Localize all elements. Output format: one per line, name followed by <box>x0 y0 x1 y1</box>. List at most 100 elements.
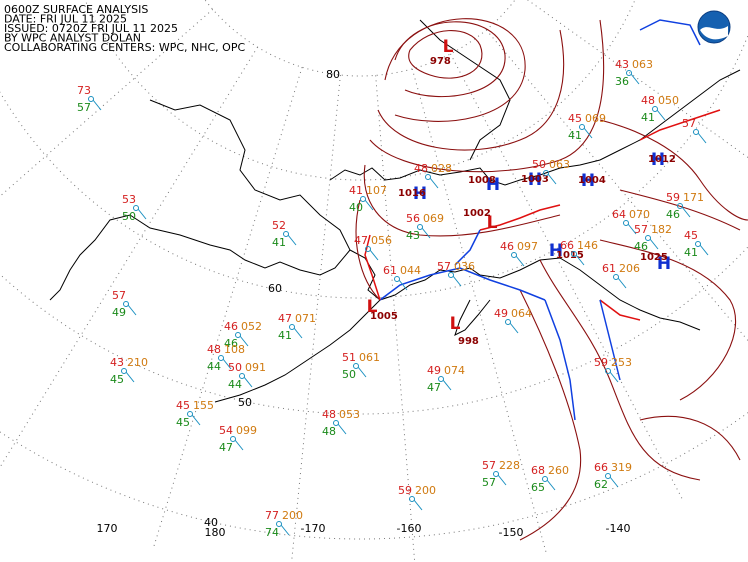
sea-level-pressure: 319 <box>611 461 632 474</box>
sea-level-pressure: 069 <box>423 212 444 225</box>
wind-barb <box>127 304 137 316</box>
grid-label: 60 <box>268 282 282 295</box>
wind-barb <box>337 423 347 435</box>
station-circle <box>425 174 431 180</box>
sea-level-pressure: 064 <box>511 307 532 320</box>
dewpoint: 65 <box>531 481 545 494</box>
dewpoint: 43 <box>406 229 420 242</box>
station-circle <box>623 220 629 226</box>
sea-level-pressure: 155 <box>193 399 214 412</box>
pressure-center-symbol: H <box>581 171 595 191</box>
sea-level-pressure: 091 <box>245 361 266 374</box>
dewpoint: 41 <box>278 329 292 342</box>
pressure-center-symbol: H <box>549 241 563 261</box>
wind-barb <box>92 99 102 111</box>
temperature: 47 <box>354 234 368 247</box>
temperature: 47 <box>278 312 292 325</box>
station-circle <box>88 96 94 102</box>
dewpoint: 57 <box>482 476 496 489</box>
dewpoint: 57 <box>77 101 91 114</box>
station-circle <box>695 241 701 247</box>
sea-level-pressure: 053 <box>339 408 360 421</box>
dewpoint: 50 <box>342 368 356 381</box>
dewpoint: 74 <box>265 526 279 539</box>
grid-label: -170 <box>301 522 326 535</box>
wind-barb <box>497 474 507 486</box>
wind-barb <box>421 227 431 239</box>
wind-barb <box>630 73 640 85</box>
station-circle <box>613 274 619 280</box>
temperature: 43 <box>110 356 124 369</box>
pressure-center-value: 1003 <box>521 174 549 185</box>
station-circle <box>409 496 415 502</box>
dewpoint: 40 <box>349 201 363 214</box>
sea-level-pressure: 050 <box>658 94 679 107</box>
header-line: BY WPC ANALYST DOLAN <box>4 32 141 45</box>
temperature: 45 <box>684 229 698 242</box>
station-circle <box>605 368 611 374</box>
sea-level-pressure: 056 <box>371 234 392 247</box>
wind-barb <box>681 206 691 218</box>
wind-barb <box>280 524 290 536</box>
grid-label: -150 <box>499 526 524 539</box>
sea-level-pressure: 200 <box>282 509 303 522</box>
sea-level-pressure: 210 <box>127 356 148 369</box>
temperature: 45 <box>176 399 190 412</box>
wind-barb <box>627 223 637 235</box>
dewpoint: 48 <box>322 425 336 438</box>
pressure-center-symbol: H <box>651 150 665 170</box>
pressure-center-symbol: L <box>487 213 498 233</box>
wind-barb <box>243 376 253 388</box>
station-circle <box>493 471 499 477</box>
temperature: 66 <box>560 239 574 252</box>
dewpoint: 45 <box>110 373 124 386</box>
wind-barb <box>293 327 303 339</box>
temperature: 50 <box>228 361 242 374</box>
sea-level-pressure: 069 <box>585 112 606 125</box>
station-circle <box>571 251 577 257</box>
sea-level-pressure: 074 <box>444 364 465 377</box>
sea-level-pressure: 070 <box>629 208 650 221</box>
station-circle <box>543 170 549 176</box>
temperature: 50 <box>532 158 546 171</box>
pressure-center-symbol: H <box>528 170 542 190</box>
temperature: 48 <box>207 343 221 356</box>
grid-label: 80 <box>326 68 340 81</box>
temperature: 43 <box>615 58 629 71</box>
station-circle <box>417 224 423 230</box>
dewpoint: 46 <box>634 240 648 253</box>
pressure-center-symbol: H <box>486 175 500 195</box>
dewpoint: 46 <box>224 337 238 350</box>
dewpoint: 50 <box>122 210 136 223</box>
temperature: 45 <box>568 112 582 125</box>
station-circle <box>511 252 517 258</box>
temperature: 41 <box>349 184 363 197</box>
dewpoint: 62 <box>594 478 608 491</box>
dewpoint: 41 <box>641 111 655 124</box>
pressure-center-value: 978 <box>430 56 451 67</box>
dewpoint: 49 <box>112 306 126 319</box>
wind-barb <box>191 414 201 426</box>
sea-level-pressure: 099 <box>236 424 257 437</box>
temperature: 64 <box>612 208 626 221</box>
header-line: COLLABORATING CENTERS: WPC, NHC, OPC <box>4 41 245 54</box>
station-plot: 49 064 <box>494 307 532 334</box>
wind-barb <box>656 109 666 121</box>
meridian <box>0 8 214 197</box>
station-circle <box>579 124 585 130</box>
wind-barb <box>364 199 374 211</box>
sea-level-pressure: 063 <box>549 158 570 171</box>
meridian <box>152 67 303 549</box>
